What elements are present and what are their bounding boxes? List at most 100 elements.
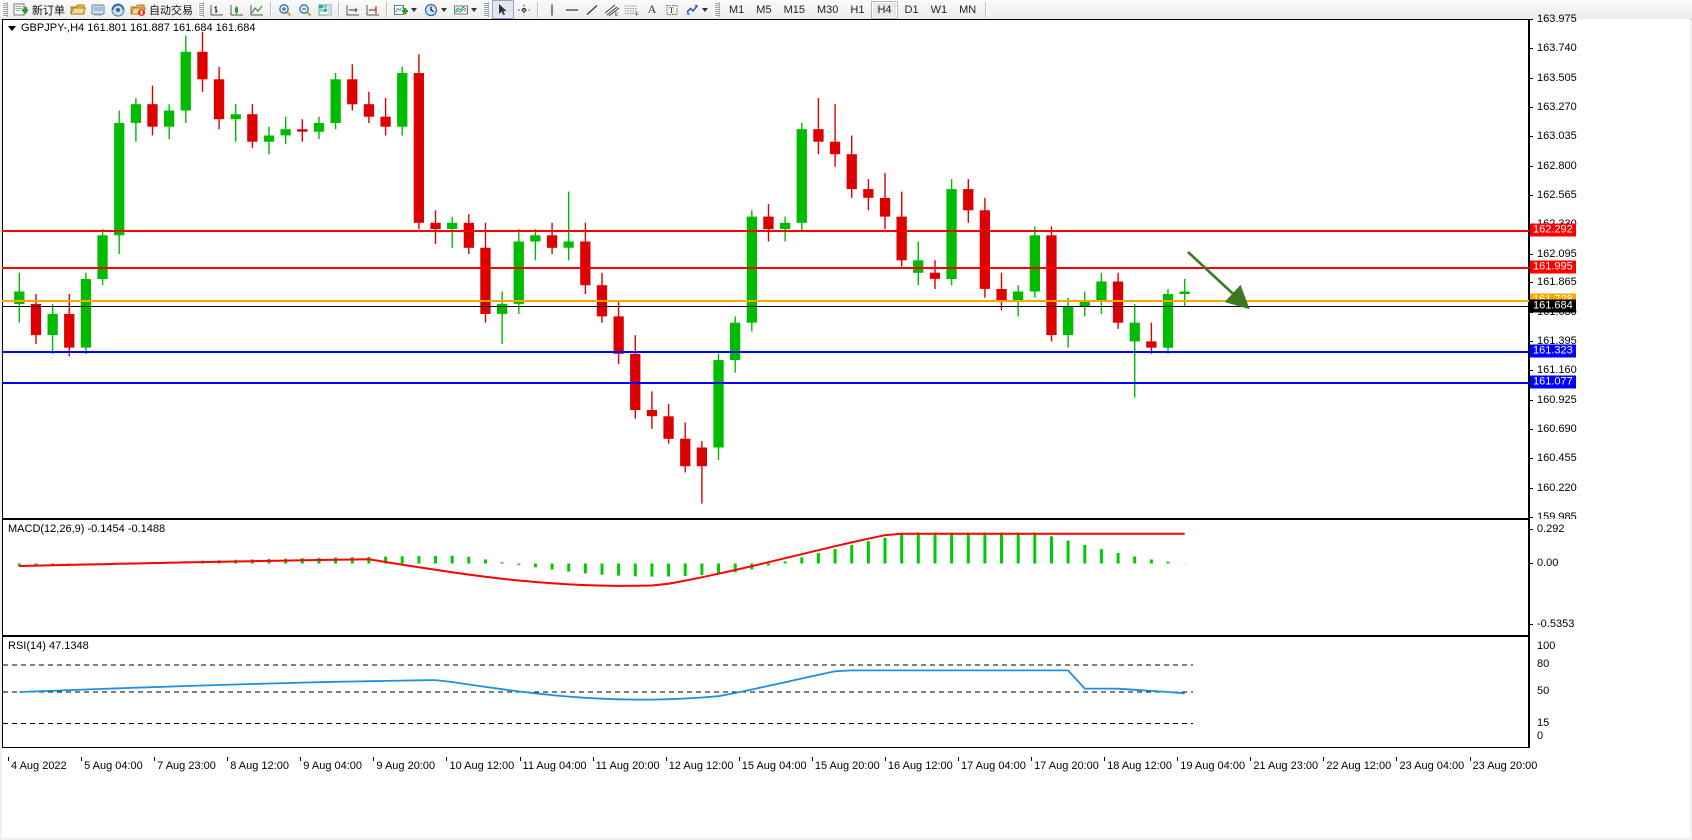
rsi-axis[interactable]: 100 80 50 15 0: [1529, 636, 1690, 748]
toolbar-grip-2[interactable]: [198, 2, 204, 17]
indicators-icon[interactable]: [391, 1, 411, 18]
macd-axis-tick: [1529, 529, 1533, 530]
toolbar-separator: [270, 2, 272, 17]
autotrade-icon[interactable]: [128, 1, 148, 18]
price-level-line-support-2[interactable]: [2, 381, 1529, 384]
macd-series: [17, 532, 1187, 587]
period-m5[interactable]: M5: [756, 3, 772, 16]
toolbar-separator-5: [985, 2, 988, 17]
period-m30[interactable]: M30: [816, 3, 839, 16]
time-axis-tick: [446, 757, 448, 761]
time-axis-label: 18 Aug 12:00: [1107, 760, 1172, 772]
period-h4[interactable]: H4: [871, 0, 898, 19]
period-h1[interactable]: H1: [850, 3, 865, 16]
time-axis-label: 17 Aug 04:00: [961, 760, 1026, 772]
price-axis-label: 160.925: [1537, 393, 1577, 406]
price-axis-label: 163.505: [1537, 71, 1577, 84]
time-axis-tick: [81, 757, 83, 761]
bar-chart-icon[interactable]: [207, 1, 227, 18]
zoom-in-icon[interactable]: [275, 1, 295, 18]
templates-icon[interactable]: [451, 1, 471, 18]
price-level-line-current-price[interactable]: [2, 305, 1529, 307]
price-level-line-resistance-2[interactable]: [2, 230, 1529, 233]
macd-pane[interactable]: MACD(12,26,9) -0.1454 -0.1488: [2, 519, 1529, 636]
toolbar-group-periods: M1 M5 M15 M30 H1 H4 D1 W1 MN: [712, 0, 990, 19]
fibonacci-icon[interactable]: F: [622, 1, 642, 18]
line-chart-icon[interactable]: [247, 1, 267, 18]
time-axis-tick: [1177, 757, 1179, 761]
time-axis-label: 9 Aug 20:00: [376, 760, 436, 772]
svg-text:F: F: [636, 12, 639, 17]
horizontal-line-icon[interactable]: [562, 1, 582, 18]
rsi-pane[interactable]: RSI(14) 47.1348: [2, 636, 1529, 748]
folder-icon[interactable]: [68, 1, 88, 18]
time-axis-tick: [300, 757, 302, 761]
price-axis-label: 161.865: [1537, 276, 1577, 289]
rsi-axis-label: 0: [1537, 730, 1544, 742]
price-level-tag-resistance-1[interactable]: 161.995: [1530, 260, 1576, 274]
chart-shift-icon[interactable]: [343, 1, 363, 18]
period-d1[interactable]: D1: [904, 3, 919, 16]
time-axis-label: 12 Aug 12:00: [668, 760, 734, 772]
period-w1[interactable]: W1: [930, 3, 948, 16]
chart-area[interactable]: GBPJPY-,H4 161.801 161.887 161.684 161.6…: [2, 13, 1692, 838]
price-axis-tick: [1529, 487, 1533, 489]
price-axis-label: 163.740: [1537, 42, 1577, 55]
macd-axis[interactable]: 0.292 0.00 -0.5353: [1529, 519, 1690, 636]
vertical-line-icon[interactable]: [542, 1, 562, 18]
auto-scroll-icon[interactable]: [363, 1, 383, 18]
text-label-icon[interactable]: T: [662, 1, 682, 18]
price-axis-label: 162.565: [1537, 188, 1577, 201]
time-axis[interactable]: 4 Aug 2022 5 Aug 04:00 7 Aug 23:00 8 Aug 12…: [4, 757, 1692, 777]
time-axis-tick: [373, 757, 375, 761]
price-axis-tick: [1529, 165, 1533, 167]
candlestick-icon[interactable]: [227, 1, 247, 18]
chevron-down-icon-3[interactable]: [471, 7, 477, 12]
price-level-line-pivot[interactable]: [2, 300, 1529, 303]
shapes-icon[interactable]: [682, 1, 702, 18]
price-level-tag-support-1[interactable]: 161.323: [1530, 344, 1576, 358]
price-level-tag-resistance-2[interactable]: 162.292: [1530, 223, 1576, 237]
price-axis-label: 160.455: [1537, 452, 1577, 465]
macd-axis-label: 0.00: [1537, 556, 1559, 569]
price-axis-tick: [1529, 136, 1533, 138]
grid-icon[interactable]: [315, 1, 335, 18]
trendline-icon[interactable]: [582, 1, 602, 18]
chevron-down-icon-2[interactable]: [441, 7, 447, 12]
autotrade-label[interactable]: 自动交易: [149, 4, 193, 17]
crosshair-icon[interactable]: [514, 1, 534, 18]
macd-title: MACD(12,26,9) -0.1454 -0.1488: [8, 523, 166, 535]
cursor-icon[interactable]: [492, 0, 514, 19]
chevron-down-icon-4[interactable]: [702, 7, 708, 12]
time-axis-label: 17 Aug 20:00: [1034, 760, 1099, 772]
toolbar-grip[interactable]: [2, 2, 8, 17]
navigator-icon[interactable]: [108, 1, 128, 18]
new-order-label[interactable]: 新订单: [32, 4, 65, 17]
new-order-icon[interactable]: [11, 1, 31, 18]
toolbar-grip-4[interactable]: [714, 2, 720, 17]
macd-axis-label: -0.5353: [1537, 618, 1575, 630]
price-axis-label: 160.220: [1537, 481, 1577, 494]
price-axis-tick: [1529, 19, 1533, 20]
chevron-down-icon[interactable]: [411, 7, 417, 12]
time-axis-label: 10 Aug 12:00: [449, 760, 515, 772]
channel-icon[interactable]: E: [602, 1, 622, 18]
collapse-triangle-icon[interactable]: [8, 25, 16, 31]
time-axis-tick: [884, 757, 886, 761]
text-icon[interactable]: A: [647, 2, 657, 16]
period-m1[interactable]: M1: [729, 3, 745, 16]
data-window-icon[interactable]: [88, 1, 108, 18]
time-axis-tick: [1323, 757, 1325, 761]
period-m15[interactable]: M15: [783, 3, 805, 16]
price-level-line-resistance-1[interactable]: [2, 267, 1529, 270]
clock-icon[interactable]: [421, 1, 441, 18]
time-axis-tick: [1104, 757, 1106, 761]
rsi-axis-label: 15: [1537, 716, 1550, 729]
period-mn[interactable]: MN: [959, 3, 977, 16]
price-level-line-support-1[interactable]: [2, 351, 1529, 353]
zoom-out-icon[interactable]: [295, 1, 315, 18]
price-level-tag-current-price[interactable]: 161.684: [1530, 299, 1576, 313]
toolbar-grip-3[interactable]: [483, 2, 489, 17]
price-level-tag-support-2[interactable]: 161.077: [1530, 375, 1576, 389]
